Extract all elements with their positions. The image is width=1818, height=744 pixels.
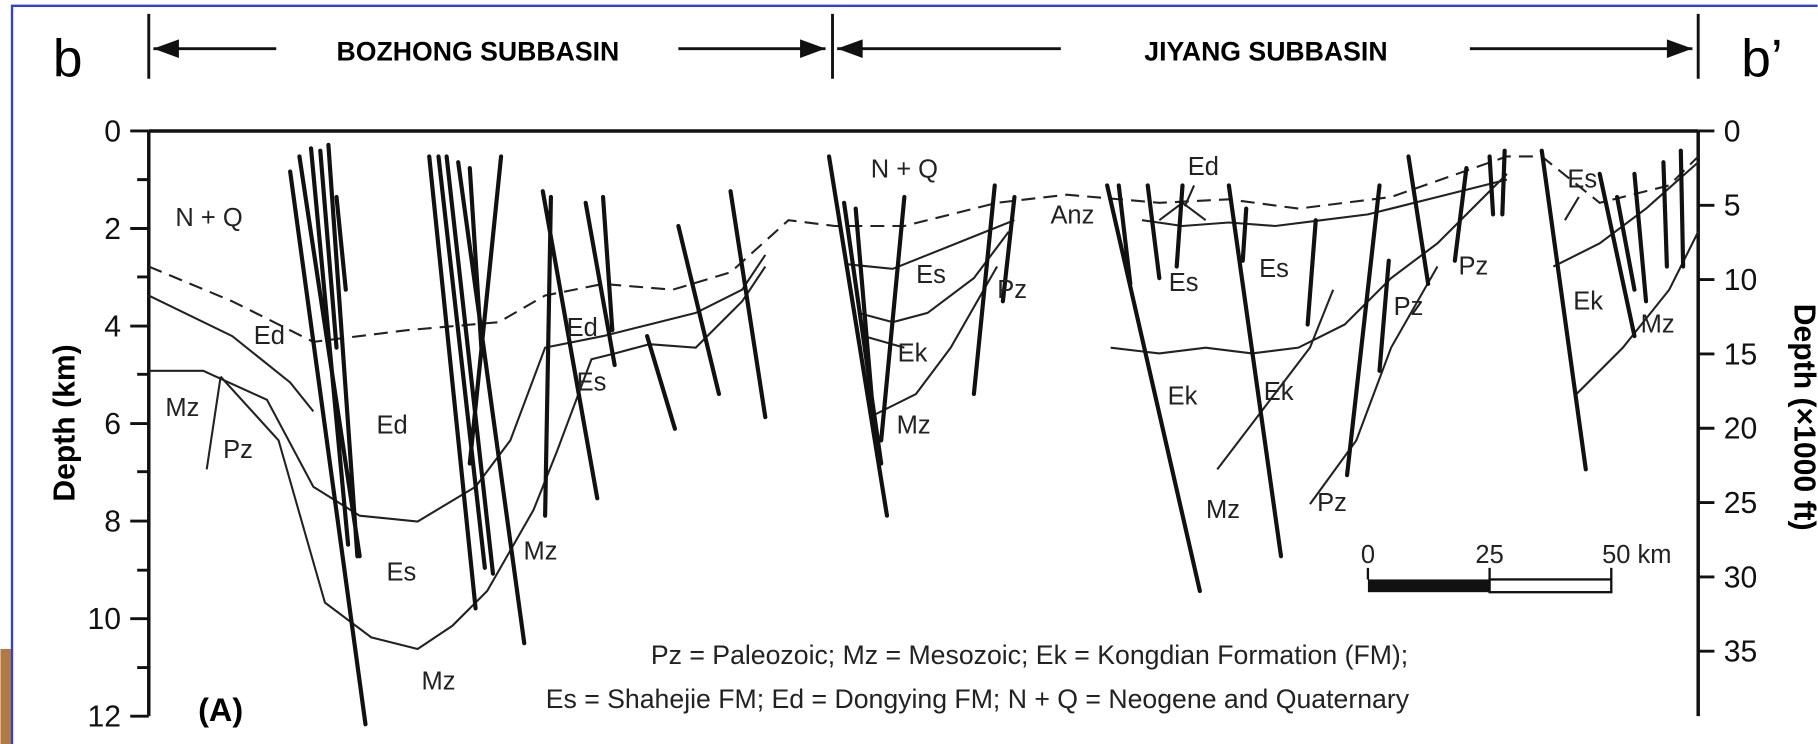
formation-label: Ek (1573, 287, 1603, 315)
formation-label: Mz (897, 411, 931, 439)
formation-label: Pz (1317, 489, 1347, 517)
formation-label: Es (1169, 269, 1199, 297)
tick-label: 5 (1724, 190, 1741, 223)
tick-label: 8 (104, 506, 121, 539)
legend-line: Es = Shahejie FM; Ed = Dongying FM; N + … (546, 684, 1410, 714)
page: b b’ BOZHONG SUBBASIN JIYANG SUBBASIN De… (0, 0, 1818, 744)
tick-label: 35 (1724, 636, 1758, 669)
formation-label: Es (1259, 255, 1289, 283)
tick-label: 25 (1724, 487, 1758, 520)
panel-label: (A) (198, 692, 243, 728)
background (0, 0, 1817, 744)
tick-label: 10 (87, 603, 121, 636)
tick-label: 2 (104, 213, 121, 246)
basin-title: BOZHONG SUBBASIN (337, 36, 620, 66)
formation-label: Pz (997, 276, 1027, 304)
scale-label: 0 (1361, 541, 1375, 569)
formation-label: Mz (1641, 311, 1675, 339)
axis-title: Depth (km) (49, 344, 82, 501)
formation-label: N + Q (175, 204, 242, 232)
formation-label: Pz (223, 436, 253, 464)
scale-white (1490, 579, 1612, 592)
formation-label: Ek (1264, 378, 1294, 406)
basin-title: JIYANG SUBBASIN (1144, 36, 1387, 66)
formation-label: Anz (1050, 202, 1094, 230)
panel-letter: b’ (1741, 29, 1782, 88)
tick-label: 12 (87, 701, 121, 734)
scale-label: 50 km (1602, 541, 1671, 569)
formation-label: Ek (898, 340, 928, 368)
tick-label: 4 (104, 310, 121, 343)
formation-label: Mz (1206, 496, 1240, 524)
legend-line: Pz = Paleozoic; Mz = Mesozoic; Ek = Kong… (651, 640, 1408, 670)
formation-label: Pz (1458, 253, 1488, 281)
formation-label: Ed (1188, 153, 1219, 181)
tick-label: 20 (1724, 413, 1758, 446)
axis-title: Depth (×1000 ft) (1787, 304, 1818, 531)
tick-label: 0 (104, 115, 121, 148)
tick-label: 30 (1724, 561, 1758, 594)
formation-label: Ed (254, 322, 285, 350)
formation-label: Pz (1394, 293, 1424, 321)
formation-label: Es (916, 261, 946, 289)
tick-label: 15 (1724, 338, 1758, 371)
tick-label: 6 (104, 408, 121, 441)
scale-label: 25 (1475, 541, 1503, 569)
formation-label: Es (387, 559, 417, 587)
tick-label: 10 (1724, 264, 1758, 297)
scale-black (1368, 579, 1490, 592)
formation-label: N + Q (871, 155, 938, 183)
formation-label: Ed (377, 411, 408, 439)
formation-label: Ek (1168, 382, 1198, 410)
formation-label: Mz (165, 394, 199, 422)
edge-patch (0, 649, 12, 744)
panel-letter: b (53, 29, 83, 88)
formation-label: Mz (422, 668, 456, 696)
cross-section: b b’ BOZHONG SUBBASIN JIYANG SUBBASIN De… (0, 0, 1818, 744)
tick-label: 0 (1724, 115, 1741, 148)
formation-label: Ed (567, 314, 598, 342)
formation-label: Es (1567, 166, 1597, 194)
formation-label: Mz (523, 538, 557, 566)
formation-label: Es (577, 369, 607, 397)
